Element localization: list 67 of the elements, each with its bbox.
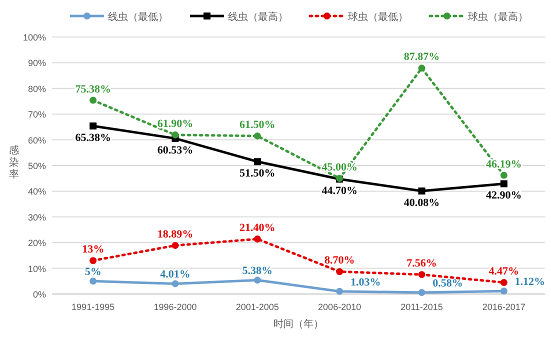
data-label: 46.19%	[486, 158, 522, 170]
point	[90, 257, 97, 264]
y-tick-label: 30%	[28, 212, 46, 222]
point	[500, 180, 508, 188]
data-label: 51.50%	[240, 168, 276, 180]
data-label: 1.12%	[514, 276, 546, 288]
data-label: 21.40%	[240, 222, 276, 234]
point	[172, 242, 179, 249]
y-tick-label: 40%	[28, 186, 46, 197]
y-tick-label: 10%	[28, 264, 46, 274]
y-tick-label: 50%	[28, 161, 46, 171]
data-label: 0.58%	[432, 278, 463, 290]
x-tick-label: 2011-2015	[400, 302, 443, 312]
data-label: 61.90%	[157, 118, 194, 130]
legend-label: 球虫（最高）	[468, 11, 528, 23]
data-label: 75.38%	[75, 83, 111, 96]
x-tick-label: 2001-2005	[236, 302, 279, 312]
point	[172, 131, 179, 138]
point	[254, 276, 261, 284]
data-label: 40.08%	[404, 196, 440, 209]
data-label: 4.47%	[488, 266, 520, 278]
y-tick-label: 80%	[28, 84, 46, 94]
point	[418, 289, 426, 296]
point	[254, 132, 261, 140]
data-label: 44.70%	[322, 185, 358, 198]
y-tick-label: 60%	[28, 135, 46, 146]
data-label: 42.90%	[486, 190, 522, 202]
point	[500, 288, 508, 295]
point	[418, 64, 426, 72]
x-tick-label: 1996-2000	[154, 302, 197, 312]
data-label: 8.70%	[324, 254, 355, 267]
y-tick-label: 70%	[28, 110, 46, 120]
point	[418, 271, 426, 278]
y-axis-title: 感染率	[9, 144, 19, 180]
point	[336, 288, 344, 295]
x-tick-label: 1991-1995	[72, 302, 115, 312]
legend-label: 线虫（最低）	[108, 11, 168, 23]
x-tick-label: 2016-2017	[482, 302, 526, 312]
legend-label: 球虫（最低）	[348, 11, 408, 23]
data-label: 61.50%	[240, 118, 276, 131]
y-tick-label: 100%	[22, 32, 46, 42]
data-label: 65.38%	[75, 132, 111, 144]
point	[336, 268, 344, 276]
point	[500, 172, 508, 179]
point	[254, 236, 261, 242]
data-label: 5%	[84, 266, 102, 278]
data-label: 18.89%	[157, 228, 194, 240]
data-label: 5.38%	[242, 265, 273, 278]
point	[254, 158, 261, 166]
y-tick-label: 90%	[28, 58, 46, 68]
point	[500, 279, 508, 286]
data-label: 7.56%	[406, 258, 437, 270]
data-label: 4.01%	[160, 268, 190, 281]
legend-label: 线虫（最高）	[228, 11, 288, 23]
x-tick-label: 2006-2010	[318, 302, 362, 312]
point	[90, 122, 97, 130]
data-label: 13%	[82, 244, 104, 256]
point	[90, 96, 97, 104]
data-label: 87.87%	[404, 51, 440, 64]
point	[418, 187, 426, 194]
point	[172, 280, 179, 288]
y-tick-label: 20%	[28, 238, 46, 248]
data-label: 60.53%	[157, 144, 194, 156]
data-label: 1.03%	[350, 276, 381, 288]
point	[90, 278, 97, 285]
x-axis-title: 时间（年）	[274, 318, 324, 330]
y-tick-label: 0%	[32, 290, 46, 300]
